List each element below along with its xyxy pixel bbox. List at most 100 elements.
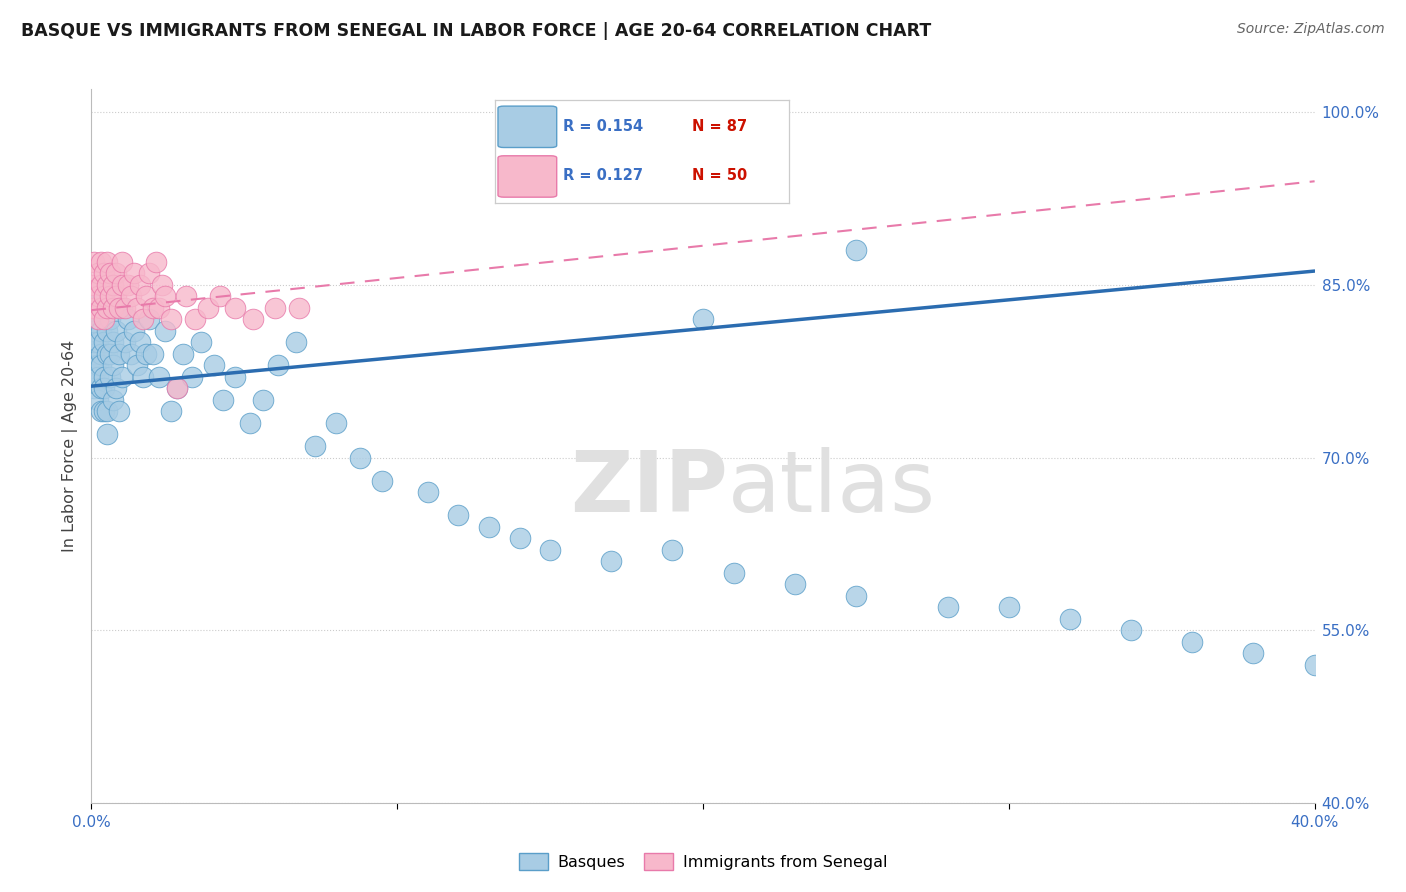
Point: [104, 381, 127, 395]
Point: [96, 255, 118, 269]
Point: [93, 335, 115, 350]
Point: [845, 244, 868, 258]
Point: [108, 301, 131, 315]
Text: BASQUE VS IMMIGRANTS FROM SENEGAL IN LABOR FORCE | AGE 20-64 CORRELATION CHART: BASQUE VS IMMIGRANTS FROM SENEGAL IN LAB…: [21, 22, 931, 40]
Point: [129, 277, 152, 292]
Point: [96, 301, 118, 315]
Point: [172, 347, 194, 361]
Point: [135, 347, 157, 361]
Point: [90, 381, 112, 395]
Point: [80, 312, 103, 326]
Point: [509, 531, 531, 545]
Point: [98, 347, 121, 361]
Point: [174, 289, 197, 303]
Point: [129, 335, 152, 350]
Point: [692, 312, 714, 326]
Point: [181, 370, 204, 384]
Point: [80, 301, 103, 315]
Point: [104, 289, 127, 303]
Point: [371, 474, 394, 488]
Point: [120, 347, 142, 361]
Point: [80, 359, 103, 373]
Point: [90, 404, 112, 418]
Point: [208, 289, 231, 303]
Point: [86, 335, 108, 350]
Point: [111, 301, 134, 315]
Point: [325, 416, 347, 430]
Point: [416, 485, 439, 500]
Point: [160, 404, 183, 418]
Point: [98, 312, 121, 326]
Point: [224, 301, 246, 315]
Point: [90, 347, 112, 361]
Point: [600, 554, 623, 568]
Point: [111, 277, 134, 292]
Point: [90, 277, 112, 292]
Point: [86, 289, 108, 303]
Point: [104, 324, 127, 338]
Point: [96, 277, 118, 292]
Point: [212, 392, 235, 407]
Point: [83, 324, 105, 338]
Point: [288, 301, 311, 315]
Point: [117, 277, 139, 292]
Point: [111, 255, 134, 269]
Point: [122, 266, 145, 280]
Point: [127, 359, 149, 373]
Point: [83, 277, 105, 292]
Point: [197, 301, 219, 315]
Point: [122, 324, 145, 338]
Text: ZIP: ZIP: [569, 447, 727, 531]
Point: [83, 301, 105, 315]
Point: [80, 335, 103, 350]
Point: [83, 335, 105, 350]
Point: [160, 312, 183, 326]
Point: [83, 301, 105, 315]
Y-axis label: In Labor Force | Age 20-64: In Labor Force | Age 20-64: [62, 340, 79, 552]
Point: [264, 301, 287, 315]
Point: [120, 289, 142, 303]
Point: [101, 359, 124, 373]
Point: [90, 359, 112, 373]
Point: [86, 392, 108, 407]
Point: [93, 289, 115, 303]
Point: [98, 289, 121, 303]
Point: [447, 508, 470, 522]
Point: [101, 392, 124, 407]
Point: [86, 370, 108, 384]
Point: [93, 404, 115, 418]
Point: [108, 404, 131, 418]
Point: [190, 335, 212, 350]
Point: [538, 542, 561, 557]
Point: [132, 312, 155, 326]
Point: [80, 277, 103, 292]
Point: [166, 381, 188, 395]
Point: [1121, 623, 1143, 637]
Point: [111, 370, 134, 384]
Text: Source: ZipAtlas.com: Source: ZipAtlas.com: [1237, 22, 1385, 37]
Point: [108, 347, 131, 361]
Point: [96, 347, 118, 361]
Point: [101, 335, 124, 350]
Point: [127, 301, 149, 315]
Point: [148, 370, 170, 384]
Point: [93, 381, 115, 395]
Legend: Basques, Immigrants from Senegal: Basques, Immigrants from Senegal: [513, 847, 893, 877]
Point: [117, 312, 139, 326]
Point: [239, 416, 262, 430]
Point: [138, 312, 160, 326]
Point: [98, 266, 121, 280]
Point: [148, 301, 170, 315]
Point: [86, 266, 108, 280]
Point: [145, 255, 167, 269]
Point: [83, 347, 105, 361]
Point: [267, 359, 290, 373]
Point: [96, 404, 118, 418]
Point: [242, 312, 264, 326]
Point: [184, 312, 207, 326]
Point: [90, 324, 112, 338]
Point: [936, 600, 959, 615]
Point: [86, 312, 108, 326]
Point: [98, 370, 121, 384]
Point: [86, 312, 108, 326]
